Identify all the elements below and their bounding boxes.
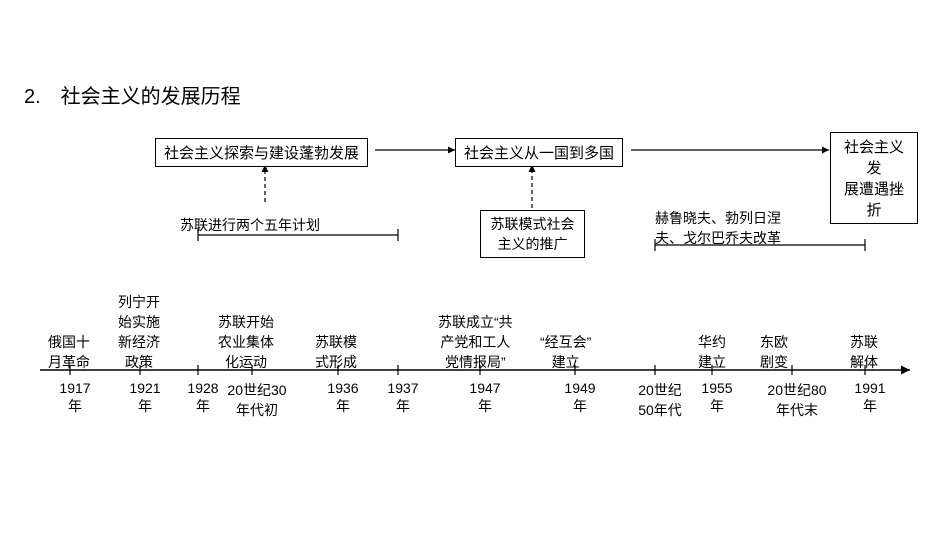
date-e11: 20世纪80年代末 — [762, 380, 832, 420]
phase-box-p1: 社会主义探索与建设蓬勃发展 — [155, 138, 368, 167]
event-e12: 苏联解体 — [850, 332, 878, 372]
page-title: 2. 社会主义的发展历程 — [24, 80, 241, 109]
event-e10: 华约建立 — [698, 332, 726, 372]
sub-box-s1: 苏联模式社会主义的推广 — [480, 210, 585, 258]
date-e10: 1955年 — [682, 380, 752, 416]
date-e6: 1937年 — [368, 380, 438, 416]
timeline-diagram: 社会主义探索与建设蓬勃发展 社会主义从一国到多国 社会主义发展遭遇挫折苏联模式社会主… — [40, 130, 920, 430]
label-l2: 赫鲁晓夫、勃列日涅夫、戈尔巴乔夫改革 — [655, 208, 781, 248]
date-e4: 20世纪30年代初 — [222, 380, 292, 420]
date-e1: 1917年 — [40, 380, 110, 416]
date-e7: 1947年 — [450, 380, 520, 416]
date-e8: 1949年 — [545, 380, 615, 416]
event-e5: 苏联模式形成 — [315, 332, 357, 372]
date-e12: 1991年 — [835, 380, 905, 416]
event-e7: 苏联成立“共产党和工人党情报局” — [438, 312, 513, 372]
phase-box-p2: 社会主义从一国到多国 — [455, 138, 623, 167]
event-e4: 苏联开始农业集体化运动 — [218, 312, 274, 372]
event-e1: 俄国十月革命 — [48, 332, 90, 372]
event-e11: 东欧剧变 — [760, 332, 788, 372]
event-e8: “经互会”建立 — [540, 332, 591, 372]
label-l1: 苏联进行两个五年计划 — [180, 215, 320, 235]
event-e2: 列宁开始实施新经济政策 — [118, 292, 160, 372]
phase-box-p3: 社会主义发展遭遇挫折 — [830, 132, 918, 224]
